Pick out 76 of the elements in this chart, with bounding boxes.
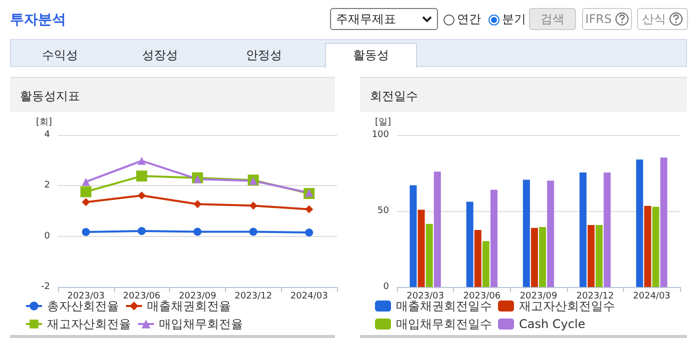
x-tick-label: 2023/03 — [67, 292, 105, 302]
y-tick-label: 50 — [378, 206, 390, 216]
point — [138, 192, 146, 200]
legend-label: 매입채무회전율 — [159, 317, 243, 331]
bar — [426, 224, 433, 287]
bar — [539, 226, 546, 287]
text: IFRS — [582, 8, 632, 30]
bar — [588, 224, 595, 287]
point — [138, 227, 146, 236]
bar — [636, 159, 644, 287]
y-tick-label: -2 — [41, 282, 50, 292]
x-tick-label: 2023/06 — [463, 292, 501, 302]
text: 검색 — [529, 8, 576, 30]
text: 연간 — [456, 11, 481, 28]
point — [80, 186, 92, 198]
chart-title: 회전일수 — [370, 88, 418, 105]
chart-title: 활동성지표 — [20, 88, 80, 105]
y-tick-label: 0 — [383, 282, 390, 292]
legend-label: Cash Cycle — [519, 317, 586, 331]
bar — [580, 172, 587, 287]
point — [82, 228, 90, 236]
y-axis-title: [회] — [36, 118, 52, 128]
text: 주재무제표 — [336, 10, 396, 28]
x-tick-label: 2023/12 — [234, 292, 272, 302]
point — [138, 156, 146, 165]
y-tick-label: 4 — [44, 130, 50, 140]
bar — [644, 206, 652, 287]
point — [136, 170, 148, 182]
bar — [652, 206, 660, 287]
point — [194, 175, 202, 184]
y-tick-label: 100 — [372, 130, 390, 140]
legend-label: 총자산회전율 — [47, 299, 119, 313]
point — [305, 188, 314, 197]
bar — [490, 190, 498, 287]
point — [194, 200, 202, 208]
x-tick-label: 2023/12 — [576, 292, 614, 302]
bar — [530, 228, 538, 287]
bar — [547, 180, 554, 287]
legend-label: 매출채권회전율 — [147, 299, 231, 313]
text: 성장성 — [141, 47, 179, 64]
legend-label: 매출채권회전일수 — [396, 299, 492, 313]
bar — [418, 210, 425, 287]
point — [249, 228, 258, 236]
text: 산식 — [637, 8, 688, 30]
bar — [434, 172, 441, 287]
bar — [604, 172, 611, 287]
bar — [596, 224, 603, 287]
point — [194, 228, 202, 236]
legend-label: 재고자산회전일수 — [519, 299, 615, 313]
x-tick-label: 2023/06 — [123, 292, 161, 302]
point — [249, 202, 258, 210]
bar — [522, 180, 530, 287]
text: 수익성 — [41, 47, 79, 64]
bar — [482, 241, 490, 287]
legend-label: 매입채무회전일수 — [396, 317, 492, 331]
text: 안정성 — [245, 47, 283, 64]
text: 투자분석 — [10, 11, 66, 29]
y-tick-label: 0 — [44, 231, 50, 242]
text: 분기 — [501, 11, 526, 28]
point — [82, 198, 90, 206]
point — [82, 178, 90, 186]
y-tick-label: 2 — [44, 180, 50, 191]
text: 활동성 — [352, 47, 390, 64]
x-tick-label: 2024/03 — [290, 292, 328, 302]
x-tick-label: 2023/09 — [178, 292, 216, 302]
x-tick-label: 2024/03 — [633, 292, 670, 302]
bar — [474, 230, 482, 287]
y-axis-title: [일] — [374, 118, 391, 128]
point — [305, 205, 314, 214]
bar — [466, 202, 474, 287]
point — [305, 228, 314, 237]
x-tick-label: 2023/09 — [520, 292, 558, 302]
bar — [410, 185, 417, 287]
legend-label: 재고자산회전율 — [47, 317, 131, 331]
bar — [660, 157, 668, 287]
x-tick-label: 2023/03 — [406, 292, 444, 302]
